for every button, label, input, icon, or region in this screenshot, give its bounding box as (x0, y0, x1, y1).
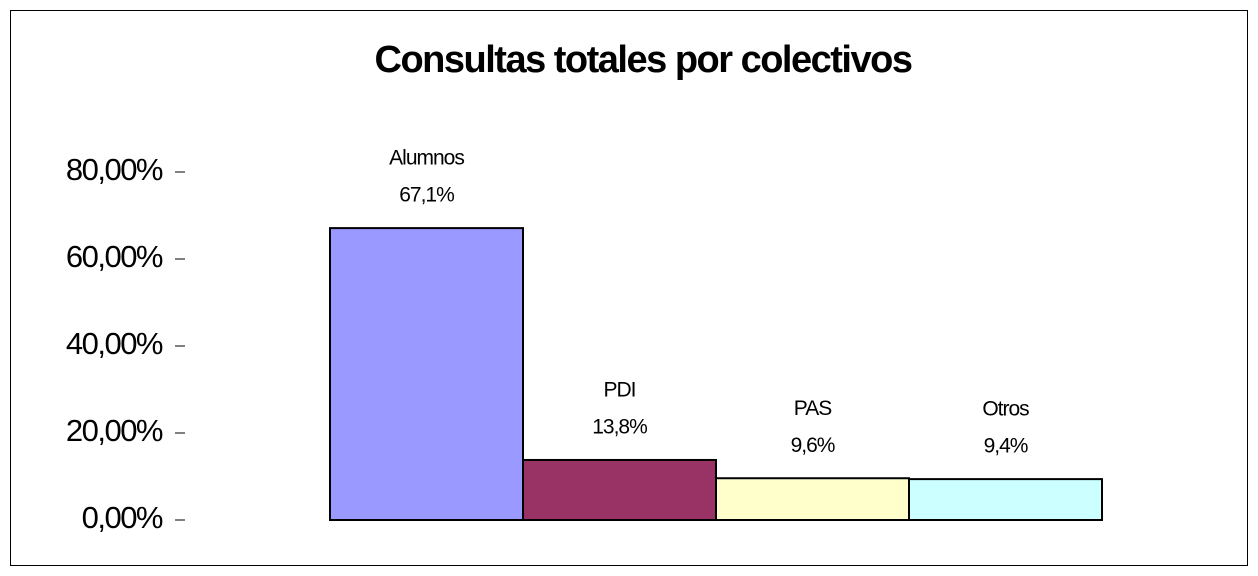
bar (715, 477, 910, 521)
chart-title: Consultas totales por colectivos (375, 39, 912, 81)
y-tick-label: 40,00% (66, 326, 163, 361)
category-label: Alumnos (389, 147, 464, 170)
category-label: PDI (603, 379, 635, 402)
value-label: 13,8% (592, 416, 647, 439)
y-tick-label: 60,00% (66, 239, 163, 274)
category-label: Otros (982, 398, 1029, 421)
bar (522, 458, 717, 521)
value-label: 9,4% (984, 435, 1028, 458)
category-label: PAS (794, 397, 832, 420)
value-label: 9,6% (791, 434, 835, 457)
bar (908, 478, 1103, 521)
bar (329, 227, 524, 522)
y-tick-label: 80,00% (66, 152, 163, 187)
y-tick-label: 0,00% (82, 500, 163, 535)
y-tick-label: 20,00% (66, 413, 163, 448)
value-label: 67,1% (399, 184, 454, 207)
